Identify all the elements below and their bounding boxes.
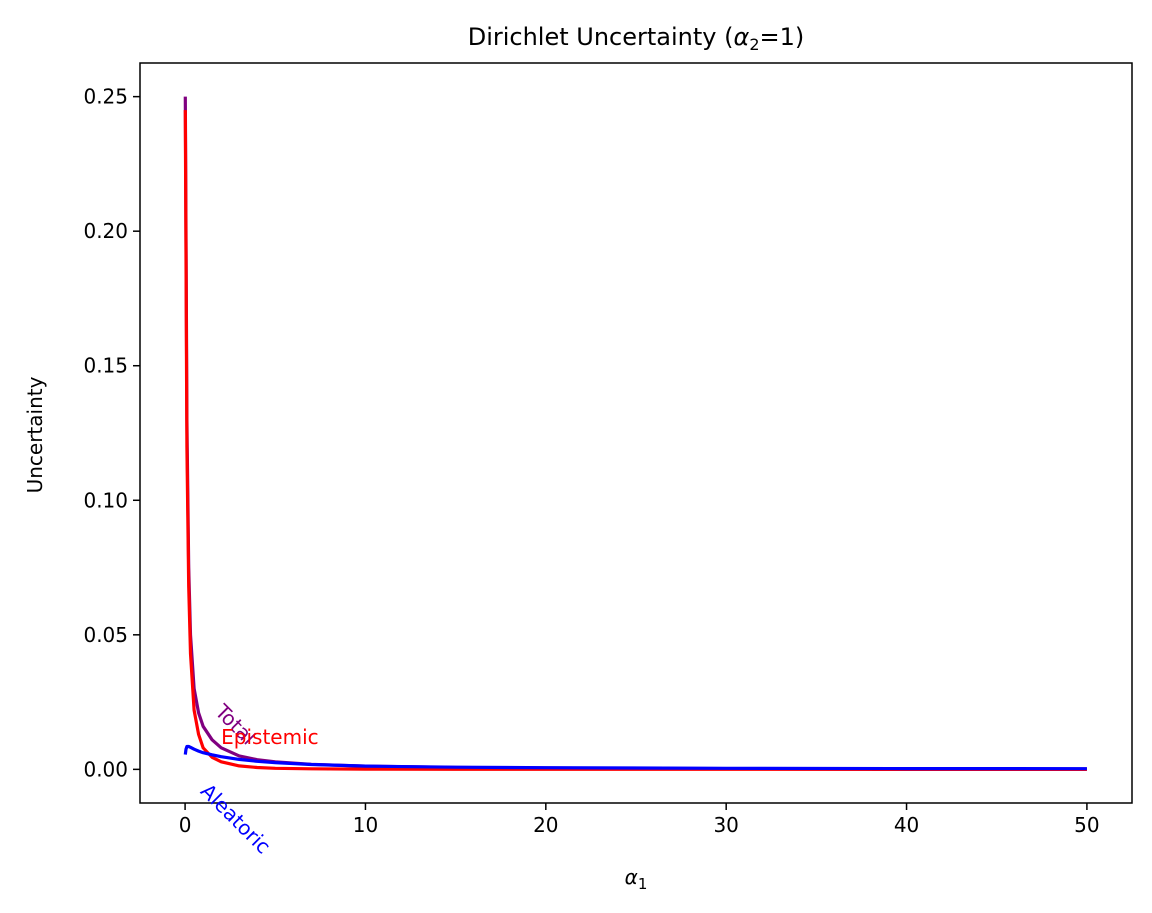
x-axis: 0 10 20 30 40 50 xyxy=(179,803,1100,837)
series-line-1 xyxy=(183,96,1087,771)
annotation-label-3: Aleatoric xyxy=(196,779,276,859)
series-layer xyxy=(183,96,1087,772)
series-line-3 xyxy=(183,744,1087,771)
y-tick-label: 0.00 xyxy=(83,757,128,781)
y-axis-label: Uncertainty xyxy=(23,376,47,493)
x-tick-label: 30 xyxy=(713,813,738,837)
x-tick-label: 0 xyxy=(179,813,192,837)
x-tick-label: 20 xyxy=(533,813,558,837)
chart-title: Dirichlet Uncertainty (α2=1) xyxy=(468,23,805,54)
x-tick-label: 50 xyxy=(1074,813,1099,837)
y-tick-label: 0.05 xyxy=(83,623,128,647)
x-tick-label: 10 xyxy=(353,813,378,837)
y-tick-label: 0.25 xyxy=(83,85,128,109)
y-axis: 0.00 0.05 0.10 0.15 0.20 0.25 xyxy=(83,85,140,781)
series-line-2 xyxy=(183,110,1087,772)
y-tick-label: 0.20 xyxy=(83,219,128,243)
plot-area xyxy=(139,62,1133,804)
y-tick-label: 0.15 xyxy=(83,354,128,378)
plot-frame xyxy=(139,62,1133,804)
y-tick-label: 0.10 xyxy=(83,488,128,512)
x-axis-label: α1 xyxy=(625,865,648,893)
annotation-label-2: Epistemic xyxy=(221,725,319,749)
x-tick-label: 40 xyxy=(894,813,919,837)
